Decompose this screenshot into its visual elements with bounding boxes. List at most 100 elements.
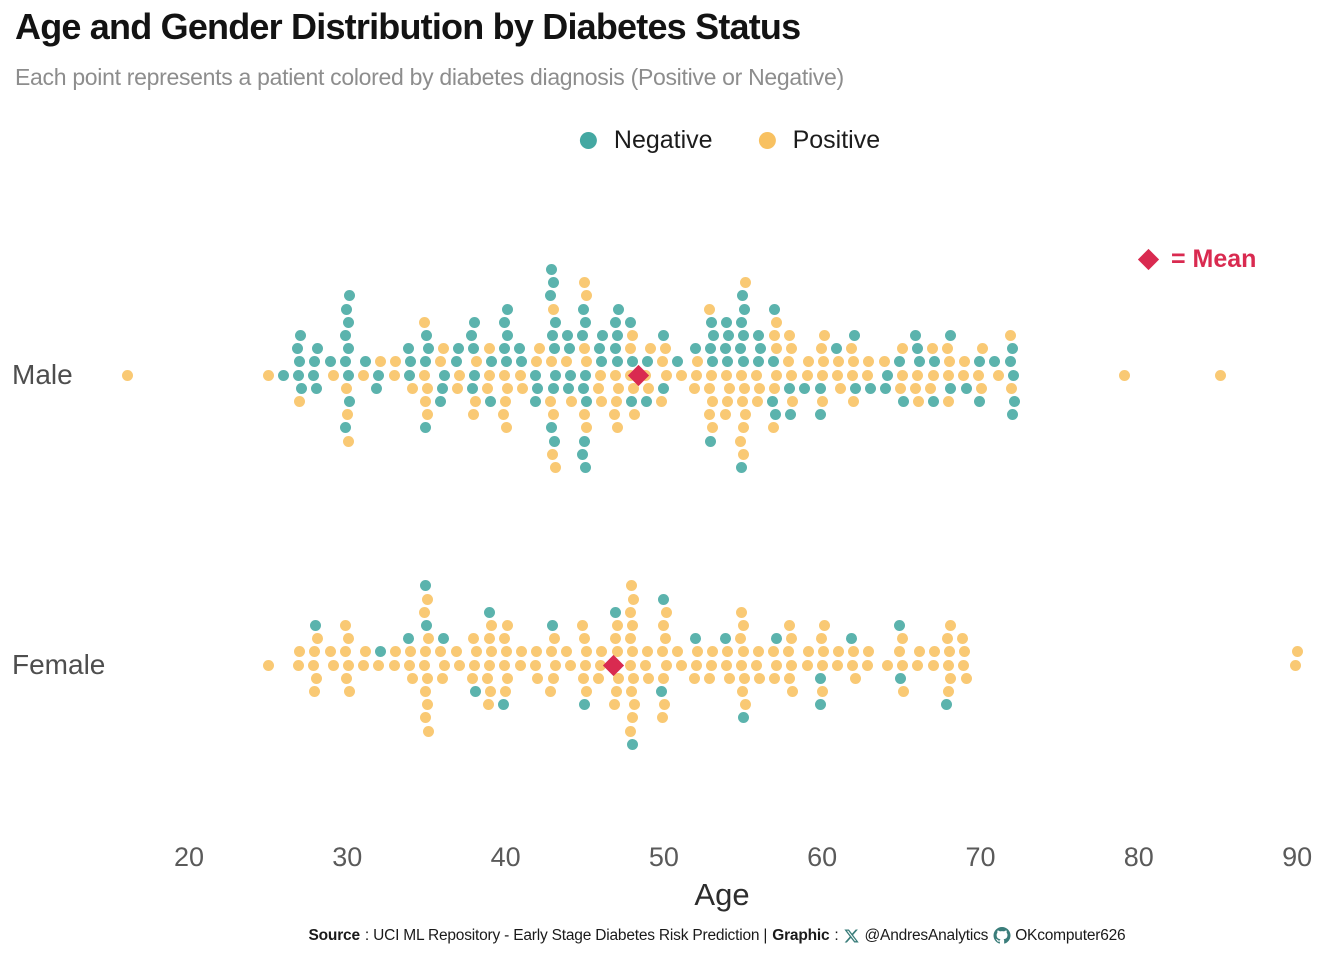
data-point <box>451 382 463 394</box>
data-point <box>373 369 385 381</box>
data-point <box>643 672 655 684</box>
data-point <box>928 646 940 658</box>
data-point <box>312 343 324 355</box>
source-label: Source <box>308 927 361 944</box>
data-point <box>562 382 574 394</box>
data-point <box>707 329 719 341</box>
data-point <box>1008 395 1020 407</box>
data-point <box>1214 369 1226 381</box>
data-point <box>548 343 560 355</box>
data-point <box>706 395 718 407</box>
data-point <box>277 369 289 381</box>
data-point <box>371 382 383 394</box>
data-point <box>405 356 417 368</box>
data-point <box>943 685 955 697</box>
data-point <box>675 659 687 671</box>
data-point <box>262 659 274 671</box>
data-point <box>692 356 704 368</box>
data-point <box>419 580 431 592</box>
data-point <box>688 672 700 684</box>
data-point <box>720 343 732 355</box>
data-point <box>295 329 306 341</box>
data-point <box>672 646 684 658</box>
data-point <box>703 382 715 394</box>
data-point <box>579 633 591 645</box>
data-point <box>895 382 907 394</box>
data-point <box>613 303 624 315</box>
data-point <box>548 435 560 447</box>
data-point <box>515 646 527 658</box>
data-point <box>564 659 576 671</box>
data-point <box>721 316 733 328</box>
data-point <box>545 685 557 697</box>
x-tick-label: 80 <box>1123 842 1154 872</box>
data-point <box>846 633 858 645</box>
data-point <box>405 646 417 658</box>
data-point <box>723 329 735 341</box>
data-point <box>579 316 591 328</box>
data-point <box>292 343 304 355</box>
data-point <box>547 382 559 394</box>
data-point <box>767 395 779 407</box>
data-point <box>374 646 386 658</box>
data-point <box>388 659 400 671</box>
data-point <box>703 672 715 684</box>
data-point <box>532 382 544 394</box>
data-point <box>690 369 702 381</box>
data-point <box>502 303 514 315</box>
data-point <box>577 672 589 684</box>
data-point <box>659 699 671 711</box>
data-point <box>752 646 764 658</box>
data-point <box>786 659 798 671</box>
data-point <box>484 369 496 381</box>
twitter-handle: @AndresAnalytics <box>864 927 989 944</box>
data-point <box>467 409 479 421</box>
data-point <box>817 685 829 697</box>
data-point <box>549 659 561 671</box>
data-point <box>436 672 448 684</box>
data-point <box>546 329 558 341</box>
data-point <box>484 395 496 407</box>
data-point <box>580 685 592 697</box>
data-point <box>705 659 717 671</box>
data-point <box>972 369 984 381</box>
data-point <box>613 382 624 394</box>
data-point <box>657 329 669 341</box>
x-tick-label: 30 <box>332 842 363 872</box>
data-point <box>771 369 783 381</box>
data-point <box>738 329 750 341</box>
data-point <box>546 619 558 631</box>
data-point <box>292 369 304 381</box>
data-point <box>406 672 418 684</box>
data-point <box>785 633 797 645</box>
x-tick-label: 20 <box>173 842 205 872</box>
data-point <box>308 659 320 671</box>
data-point <box>580 395 592 407</box>
data-point <box>769 409 781 421</box>
data-point <box>450 646 462 658</box>
data-point <box>500 646 512 658</box>
data-point <box>610 316 622 328</box>
data-point <box>339 356 351 368</box>
data-point <box>628 382 640 394</box>
data-point <box>658 672 670 684</box>
data-point <box>343 369 355 381</box>
data-point <box>658 382 670 394</box>
data-point <box>499 316 511 328</box>
data-point <box>785 343 797 355</box>
data-point <box>926 343 938 355</box>
data-point <box>755 343 767 355</box>
data-point <box>419 685 431 697</box>
data-point <box>486 619 498 631</box>
data-point <box>628 593 640 605</box>
data-point <box>659 343 671 355</box>
data-point <box>785 409 797 421</box>
data-point <box>485 646 497 658</box>
data-point <box>324 356 336 368</box>
data-point <box>438 659 450 671</box>
data-point <box>1005 382 1017 394</box>
data-point <box>423 725 435 737</box>
data-point <box>739 277 751 289</box>
data-point <box>561 356 573 368</box>
data-point <box>787 395 799 407</box>
